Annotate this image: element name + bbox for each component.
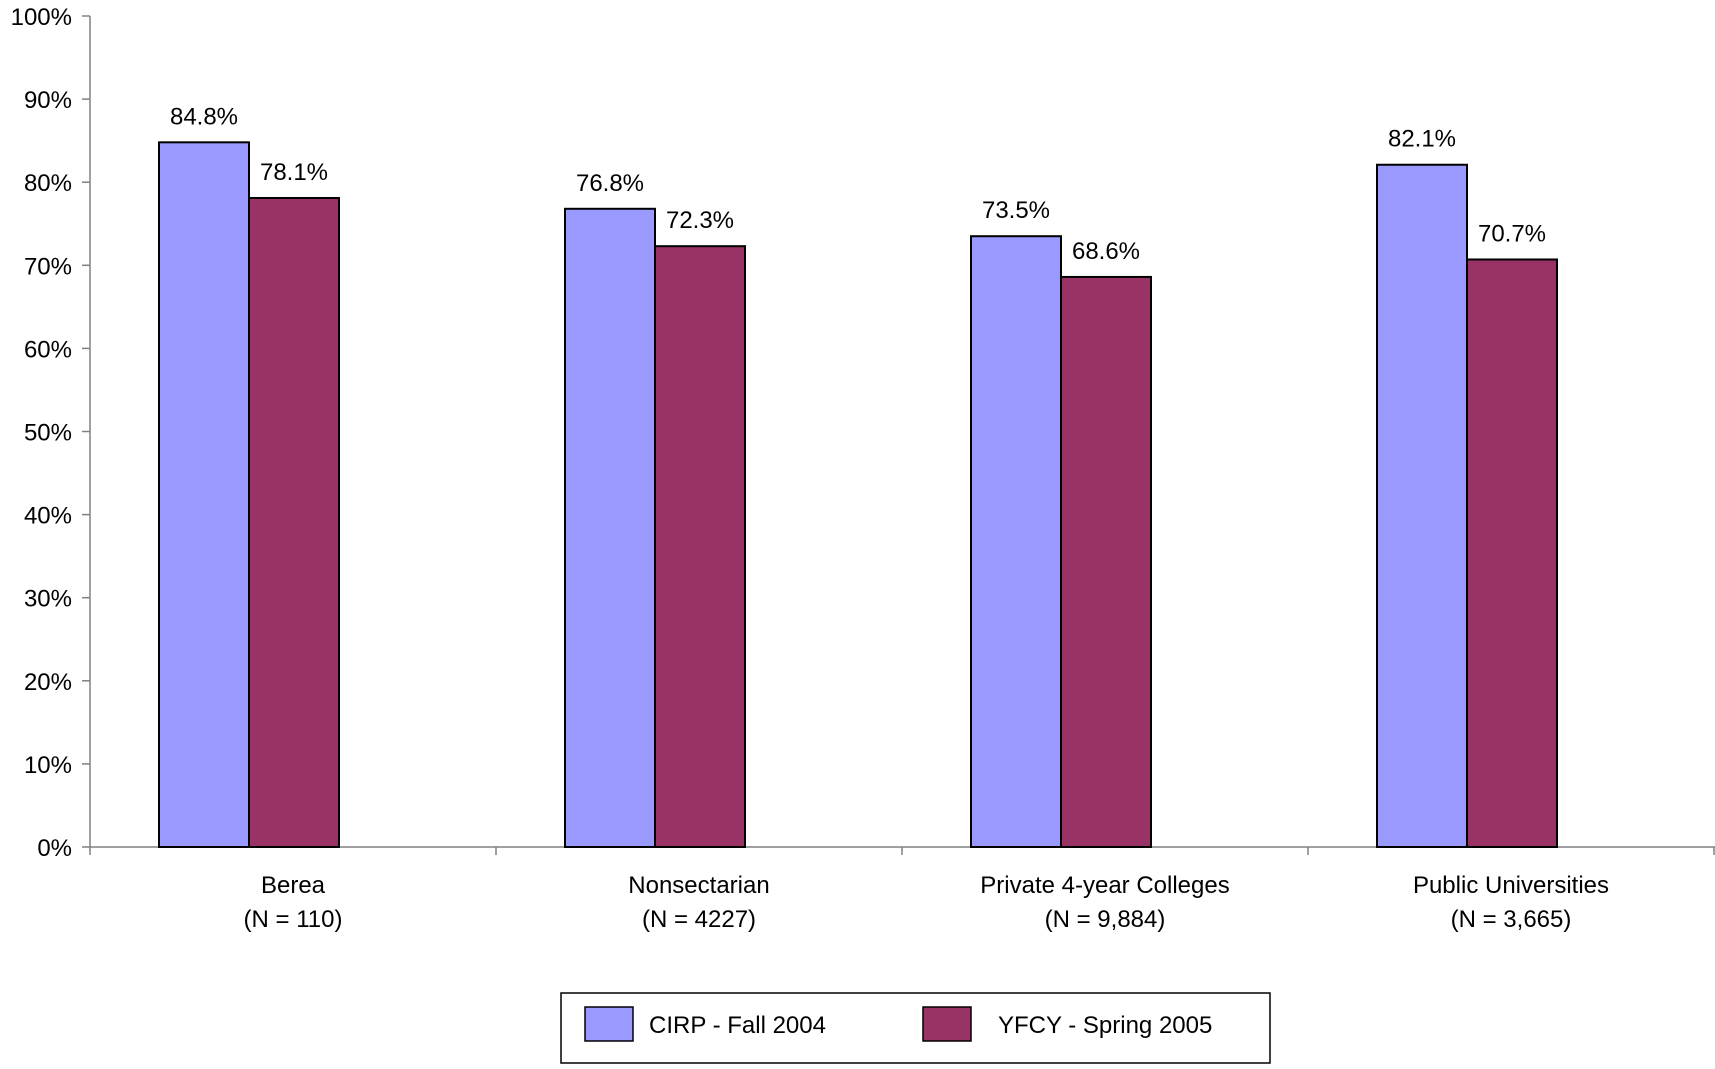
y-tick-label: 40% — [24, 503, 72, 530]
y-tick-label: 60% — [24, 336, 72, 363]
bars — [158, 141, 1558, 849]
bar-cirp — [1376, 163, 1468, 848]
legend: CIRP - Fall 2004 YFCY - Spring 2005 — [560, 992, 1271, 1064]
data-label: 82.1% — [1388, 126, 1456, 153]
legend-label-yfcy: YFCY - Spring 2005 — [998, 1012, 1212, 1039]
y-tick-label: 20% — [24, 669, 72, 696]
y-tick-label: 30% — [24, 586, 72, 613]
data-label: 73.5% — [982, 197, 1050, 224]
x-category-label: Private 4-year Colleges — [980, 872, 1229, 899]
x-category-label: Berea — [261, 872, 326, 899]
bar-cirp — [158, 141, 250, 848]
y-tick-label: 70% — [24, 253, 72, 280]
data-label: 70.7% — [1478, 220, 1546, 247]
legend-swatch-yfcy — [922, 1006, 972, 1042]
y-tick-label: 100% — [11, 4, 72, 31]
y-tick-label: 0% — [37, 835, 72, 862]
data-label: 72.3% — [666, 207, 734, 234]
x-category-label: (N = 9,884) — [1045, 906, 1166, 933]
bar-yfcy — [654, 245, 746, 848]
axes: 0% 10% 20% 30% 40% 50% 60% 70% 80% 90% 100% Berea (N… — [11, 4, 1715, 933]
x-category-label: Public Universities — [1413, 872, 1609, 899]
y-tick-label: 80% — [24, 170, 72, 197]
data-labels: 84.8% 76.8% 73.5% 82.1% 78.1% 72.3% 68.6% 70.7% — [170, 103, 1546, 265]
y-tick-label: 10% — [24, 752, 72, 779]
data-label: 84.8% — [170, 103, 238, 130]
x-category-label: Nonsectarian — [628, 872, 769, 899]
legend-swatch-cirp — [584, 1006, 634, 1042]
bar-cirp — [564, 207, 656, 849]
bar-cirp — [970, 235, 1062, 848]
x-category-label: (N = 110) — [244, 906, 343, 933]
bar-yfcy — [1466, 258, 1558, 849]
bar-yfcy — [248, 196, 340, 848]
data-label: 78.1% — [260, 159, 328, 186]
data-label: 76.8% — [576, 170, 644, 197]
legend-box — [560, 992, 1271, 1064]
data-label: 68.6% — [1072, 238, 1140, 265]
y-tick-label: 50% — [24, 420, 72, 447]
bar-yfcy — [1060, 275, 1152, 848]
legend-label-cirp: CIRP - Fall 2004 — [649, 1012, 826, 1039]
x-category-label: (N = 4227) — [642, 906, 756, 933]
y-tick-label: 90% — [24, 87, 72, 114]
x-category-label: (N = 3,665) — [1451, 906, 1572, 933]
